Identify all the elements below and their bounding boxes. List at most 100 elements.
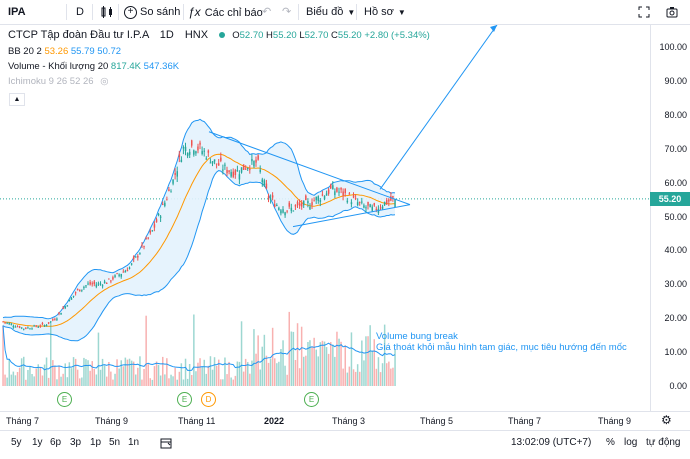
divider <box>298 4 299 20</box>
interval-button[interactable]: D <box>76 6 84 18</box>
earnings-event-icon[interactable]: E <box>304 392 319 407</box>
candle-body <box>350 202 353 205</box>
candle-body <box>52 319 54 321</box>
candle-body <box>344 189 346 194</box>
candle-body <box>296 201 299 206</box>
candle-body <box>41 323 44 325</box>
volume-bar <box>215 366 218 386</box>
price-chart[interactable] <box>0 24 650 411</box>
volume-bar <box>147 364 149 386</box>
eye-hidden-icon[interactable]: ◎ <box>100 76 109 87</box>
plus-circle-icon: + <box>124 5 137 19</box>
clock[interactable]: 13:02:09 (UTC+7) <box>511 437 592 448</box>
volume-bar <box>162 356 164 386</box>
volume-bar <box>151 379 154 386</box>
snapshot-icon[interactable] <box>666 0 678 24</box>
candle-body <box>108 278 110 280</box>
candle-body <box>303 200 305 206</box>
volume-bar <box>29 367 31 386</box>
candle-body <box>207 150 210 153</box>
candle-body <box>89 282 91 285</box>
candle-body <box>383 201 386 206</box>
bb-legend[interactable]: BB 20 2 53.26 55.79 50.72 <box>8 46 121 57</box>
chart-type-button[interactable]: Biểu đồ ▼ <box>306 0 355 24</box>
ichimoku-legend[interactable]: Ichimoku 9 26 52 26 ◎ <box>8 76 109 87</box>
volume-bar <box>81 377 83 386</box>
earnings-event-icon[interactable]: E <box>177 392 192 407</box>
chart-pane[interactable] <box>0 24 650 411</box>
range-5d[interactable]: 5n <box>109 437 121 448</box>
candle-body <box>56 318 58 320</box>
candle-body <box>91 283 93 285</box>
indicators-button[interactable]: ƒx Các chỉ báo <box>188 0 263 24</box>
candle-body <box>10 323 13 325</box>
undo-icon[interactable]: ↶ <box>262 6 272 18</box>
volume-bar <box>394 350 396 386</box>
candle-body <box>81 289 83 291</box>
candle-body <box>388 199 390 202</box>
volume-bar <box>186 378 189 386</box>
symbol-search[interactable]: IPA <box>8 6 26 18</box>
volume-bar <box>45 357 48 386</box>
volume-bar <box>33 376 35 386</box>
volume-bar <box>334 356 336 386</box>
candle-body <box>164 202 166 206</box>
collapse-legend-icon[interactable]: ▲ <box>9 93 25 106</box>
range-1m[interactable]: 1p <box>90 437 102 448</box>
volume-bar <box>226 374 228 386</box>
volume-legend[interactable]: Volume - Khối lượng 20 817.4K 547.36K <box>8 61 179 72</box>
candle-body <box>50 321 52 323</box>
candle-body <box>271 195 274 198</box>
candle-body <box>313 200 315 202</box>
volume-bar <box>16 372 19 386</box>
range-5y[interactable]: 5y <box>11 437 22 448</box>
volume-bar <box>375 368 378 386</box>
range-6m[interactable]: 6p <box>50 437 62 448</box>
profile-button[interactable]: Hồ sơ ▼ <box>364 0 406 24</box>
volume-bar <box>47 377 50 386</box>
volume-bar <box>132 361 135 386</box>
volume-ma-line <box>2 325 396 371</box>
settings-gear-icon[interactable]: ⚙ <box>661 413 672 427</box>
candle-body <box>27 327 29 329</box>
fullscreen-icon[interactable] <box>638 0 650 24</box>
candle-body <box>172 179 174 184</box>
range-1d[interactable]: 1n <box>128 437 140 448</box>
volume-bar <box>379 372 382 386</box>
indicators-label: Các chỉ báo <box>204 7 263 19</box>
candle-body <box>155 219 158 223</box>
volume-bar <box>346 372 349 386</box>
volume-bar <box>66 377 69 386</box>
candle-body <box>60 312 62 315</box>
candle-body <box>201 151 203 154</box>
time-label: Tháng 11 <box>178 416 216 426</box>
log-toggle[interactable]: log <box>624 437 638 448</box>
price-axis[interactable]: 100.00 90.00 80.00 70.00 60.00 50.00 40.00 30.0… <box>650 25 690 411</box>
candle-body <box>101 285 104 287</box>
candle-body <box>18 326 21 328</box>
time-axis[interactable]: Tháng 7 Tháng 9 Tháng 11 2022 Tháng 3 Th… <box>0 411 690 430</box>
volume-bar <box>54 365 56 386</box>
volume-bar <box>278 361 280 386</box>
volume-bar <box>280 349 282 386</box>
volume-bar <box>282 340 284 386</box>
candle-body <box>284 212 286 216</box>
volume-bar <box>286 374 288 386</box>
dividend-event-icon[interactable]: D <box>201 392 216 407</box>
goto-date-icon[interactable] <box>160 431 172 455</box>
compare-button[interactable]: + So sánh <box>124 0 180 24</box>
volume-bar <box>336 331 338 386</box>
volume-bar <box>137 367 139 386</box>
candle-body <box>116 273 118 275</box>
candle-body <box>62 307 64 309</box>
volume-bar <box>56 379 58 386</box>
percent-toggle[interactable]: % <box>606 437 615 448</box>
divider <box>66 4 67 20</box>
auto-toggle[interactable]: tự động <box>646 437 681 448</box>
redo-icon[interactable]: ↷ <box>282 6 292 18</box>
range-1y[interactable]: 1y <box>32 437 43 448</box>
candle-type-icon[interactable] <box>100 0 114 24</box>
volume-bar <box>319 342 322 386</box>
range-3m[interactable]: 3p <box>70 437 82 448</box>
earnings-event-icon[interactable]: E <box>57 392 72 407</box>
